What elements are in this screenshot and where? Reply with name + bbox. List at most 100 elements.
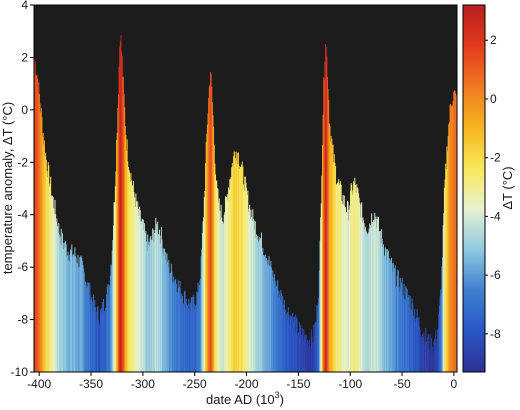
data-bar — [57, 232, 59, 372]
data-bar — [218, 198, 220, 372]
data-bar — [418, 316, 420, 372]
data-bar — [194, 309, 196, 372]
data-bar — [358, 193, 360, 372]
data-bar — [76, 262, 78, 372]
data-bar — [319, 240, 321, 372]
data-bar — [450, 103, 452, 372]
data-bar — [277, 280, 279, 372]
data-bar — [202, 221, 204, 372]
data-bar — [369, 224, 371, 372]
data-bar — [92, 311, 94, 372]
data-bar — [349, 205, 351, 372]
data-bar — [121, 55, 123, 372]
data-bar — [146, 251, 148, 372]
data-bar — [204, 190, 206, 372]
data-bar — [414, 320, 416, 372]
data-bar — [269, 265, 271, 372]
data-bar — [249, 204, 251, 372]
data-bar — [394, 265, 396, 372]
data-bar — [262, 247, 264, 372]
data-bar — [426, 341, 428, 372]
data-bar — [325, 47, 327, 372]
data-bar — [303, 334, 305, 372]
data-bar — [129, 181, 131, 372]
data-bar — [152, 228, 154, 372]
data-bar — [42, 135, 44, 372]
data-bar — [320, 203, 322, 372]
data-bar — [447, 135, 449, 372]
data-bar — [82, 264, 84, 372]
data-bar — [367, 233, 369, 372]
data-bar — [274, 274, 276, 372]
data-bar — [66, 256, 68, 372]
data-bar — [294, 316, 295, 372]
data-bar — [226, 196, 228, 372]
data-bar — [177, 292, 179, 372]
data-bar — [337, 181, 339, 372]
data-bar — [386, 249, 388, 372]
data-bar — [103, 299, 105, 372]
data-bar — [326, 76, 328, 372]
data-bar — [56, 218, 58, 372]
data-bar — [335, 184, 337, 372]
data-bar — [221, 217, 223, 372]
data-bar — [446, 146, 448, 372]
data-bar — [388, 263, 390, 372]
data-bar — [180, 298, 182, 372]
data-bar — [373, 219, 374, 372]
data-bar — [182, 295, 184, 372]
data-bar — [58, 234, 60, 372]
data-bar — [242, 166, 244, 372]
data-bar — [62, 243, 64, 372]
data-bar — [442, 257, 444, 372]
data-bar — [234, 151, 236, 372]
data-bar — [171, 271, 173, 372]
data-bar — [330, 141, 332, 372]
data-bar — [378, 231, 380, 372]
data-bar — [402, 296, 404, 372]
data-bar — [137, 208, 139, 372]
data-bar — [187, 305, 188, 372]
data-bar — [445, 163, 447, 372]
data-bar — [75, 256, 77, 372]
data-bar — [376, 219, 378, 372]
data-bar — [128, 169, 130, 372]
data-bar — [285, 309, 287, 372]
data-bar — [159, 235, 161, 372]
data-bar — [147, 244, 149, 372]
data-bar — [248, 208, 250, 372]
data-bar — [423, 332, 425, 372]
data-bar — [152, 229, 154, 372]
data-bar — [307, 339, 309, 372]
data-bar — [435, 330, 437, 372]
data-bar — [390, 259, 392, 372]
data-bar — [391, 257, 393, 372]
data-bar — [137, 201, 139, 372]
data-bar — [196, 291, 198, 372]
data-bar — [325, 43, 327, 372]
data-bar — [321, 175, 323, 372]
data-bar — [216, 188, 218, 372]
data-bar — [150, 235, 152, 372]
data-bar — [178, 287, 180, 372]
data-bar — [247, 190, 249, 372]
data-bar — [366, 232, 368, 372]
data-bar — [351, 194, 353, 372]
data-bar — [438, 305, 440, 372]
data-bar — [408, 294, 410, 372]
data-bar — [275, 286, 277, 372]
data-bar — [136, 201, 137, 372]
data-bar — [434, 342, 436, 372]
colorbar-axis: -8 -6 -4 -2 0 2 — [485, 33, 501, 341]
data-bar — [368, 228, 370, 372]
data-bar — [291, 328, 293, 372]
data-bar — [438, 314, 440, 372]
data-bar — [405, 287, 407, 372]
y-tick-label: 0 — [21, 103, 28, 117]
data-bar — [379, 231, 381, 372]
data-bar — [406, 289, 408, 372]
data-bar — [323, 77, 325, 372]
x-tick-label: -400 — [27, 377, 51, 391]
y-tick-label: -2 — [17, 155, 28, 169]
data-bar — [409, 308, 411, 372]
